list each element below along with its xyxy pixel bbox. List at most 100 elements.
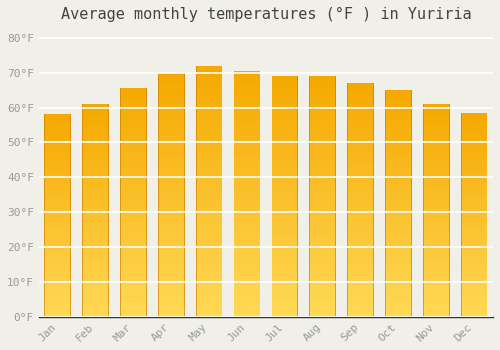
Bar	[348, 181, 374, 184]
Bar	[272, 247, 298, 250]
Bar	[348, 153, 374, 155]
Bar	[158, 73, 184, 75]
Bar	[348, 237, 374, 240]
Bar	[461, 258, 487, 260]
Bar	[82, 230, 109, 232]
Bar	[486, 113, 488, 317]
Bar	[461, 125, 487, 127]
Bar	[461, 270, 487, 272]
Bar	[196, 133, 222, 136]
Bar	[423, 230, 450, 232]
Bar	[348, 233, 374, 235]
Bar	[82, 121, 109, 123]
Bar	[120, 136, 146, 139]
Bar	[158, 280, 184, 282]
Bar	[272, 98, 298, 100]
Bar	[196, 241, 222, 244]
Bar	[120, 152, 146, 155]
Bar	[196, 169, 222, 171]
Bar	[385, 226, 411, 229]
Bar	[158, 119, 184, 121]
Bar	[385, 294, 411, 296]
Bar	[348, 186, 374, 188]
Bar	[120, 168, 146, 170]
Bar	[44, 187, 71, 189]
Bar	[310, 252, 336, 254]
Bar	[196, 276, 222, 279]
Bar	[423, 151, 450, 153]
Bar	[234, 223, 260, 226]
Bar	[423, 272, 450, 274]
Bar	[82, 244, 109, 247]
Bar	[196, 118, 222, 121]
Bar	[196, 151, 222, 154]
Bar	[44, 304, 71, 307]
Bar	[234, 81, 260, 83]
Bar	[385, 169, 411, 172]
Bar	[196, 224, 222, 226]
Bar	[423, 219, 450, 221]
Bar	[120, 157, 146, 159]
Bar	[272, 314, 298, 317]
Bar	[44, 151, 71, 153]
Bar	[385, 94, 411, 97]
Bar	[348, 305, 374, 307]
Bar	[158, 268, 184, 271]
Bar	[158, 170, 184, 173]
Bar	[120, 287, 146, 289]
Bar	[423, 279, 450, 281]
Bar	[196, 106, 222, 108]
Bar	[120, 184, 146, 187]
Bar	[196, 199, 222, 201]
Bar	[158, 271, 184, 273]
Bar	[423, 253, 450, 255]
Bar	[272, 300, 298, 302]
Bar	[120, 175, 146, 177]
Bar	[158, 219, 184, 222]
Bar	[385, 289, 411, 292]
Bar	[272, 237, 298, 240]
Bar	[234, 172, 260, 174]
Bar	[423, 223, 450, 225]
Bar	[196, 214, 222, 216]
Bar	[234, 240, 260, 243]
Bar	[120, 289, 146, 292]
Bar	[82, 132, 109, 134]
Bar	[234, 302, 260, 304]
Bar	[423, 202, 450, 204]
Bar	[310, 290, 336, 293]
Bar	[234, 248, 260, 250]
Bar	[44, 313, 71, 315]
Bar	[234, 88, 260, 91]
Bar	[158, 114, 184, 117]
Bar	[82, 234, 109, 236]
Bar	[234, 300, 260, 302]
Bar	[234, 287, 260, 290]
Bar	[385, 142, 411, 145]
Bar	[82, 196, 109, 198]
Bar	[120, 113, 146, 116]
Bar	[120, 125, 146, 127]
Bar	[120, 237, 146, 239]
Bar	[158, 77, 184, 80]
Bar	[158, 156, 184, 158]
Bar	[348, 219, 374, 221]
Bar	[385, 285, 411, 287]
Bar	[272, 76, 298, 78]
Bar	[461, 299, 487, 301]
Bar	[158, 197, 184, 199]
Bar	[82, 149, 109, 151]
Bar	[310, 103, 336, 105]
Bar	[348, 167, 374, 169]
Bar	[234, 314, 260, 317]
Bar	[196, 237, 222, 239]
Bar	[196, 211, 222, 214]
Bar	[272, 110, 298, 112]
Bar	[310, 254, 336, 257]
Bar	[423, 281, 450, 283]
Bar	[234, 184, 260, 187]
Bar	[461, 127, 487, 129]
Bar	[423, 163, 450, 166]
Bar	[82, 147, 109, 149]
Bar	[158, 256, 184, 258]
